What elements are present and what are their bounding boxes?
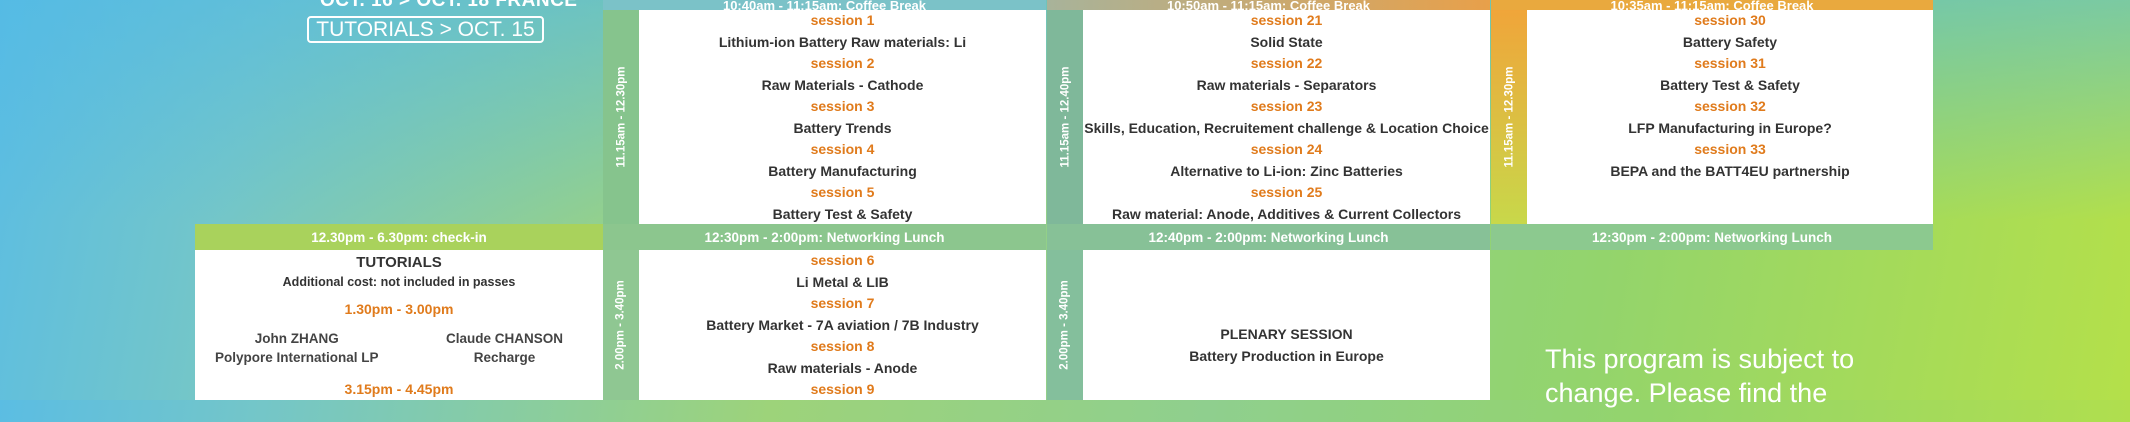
list-item[interactable]: session 6 Li Metal & LIB [796, 252, 889, 290]
tutorials-date-badge: TUTORIALS > OCT. 15 [307, 16, 544, 43]
time-strip-afternoon-2: 2.00pm - 3.40pm [1047, 250, 1083, 400]
session-list-afternoon-1: session 6 Li Metal & LIB session 7 Battery… [639, 250, 1046, 422]
time-strip-2: 11.15am - 12.40pm [1047, 10, 1083, 224]
list-item[interactable]: session 31 Battery Test & Safety [1660, 55, 1800, 93]
plenary-title: PLENARY SESSION [1220, 326, 1353, 342]
speaker-1: John ZHANG Polypore International LP [215, 331, 379, 365]
plenary-session[interactable]: PLENARY SESSION Battery Production in Eu… [1083, 323, 1490, 367]
session-list-1: session 1 Lithium-ion Battery Raw materia… [639, 10, 1046, 225]
time-strip-afternoon-1: 2.00pm - 3.40pm [603, 250, 639, 400]
list-item[interactable]: session 33 BEPA and the BATT4EU partnersh… [1610, 141, 1850, 179]
list-item[interactable]: session 30 Battery Safety [1682, 12, 1778, 50]
lunch-band-1: 12:30pm - 2:00pm: Networking Lunch [603, 224, 1046, 250]
list-item[interactable]: session 1 Lithium-ion Battery Raw materia… [718, 12, 967, 50]
plenary-box [1083, 250, 1490, 400]
coffee-break-bar-3: 10:35am - 11:15am: Coffee Break [1491, 0, 1933, 10]
session-list-2: session 21 Solid State session 22 Raw mate… [1083, 10, 1490, 225]
time-strip-3: 11.15am - 12.30pm [1491, 10, 1527, 224]
list-item[interactable]: session 7 Battery Market - 7A aviation / … [706, 295, 979, 333]
list-item[interactable]: session 4 Battery Manufacturing [768, 141, 917, 179]
speaker-2: Claude CHANSON Recharge [445, 331, 563, 365]
time-strip-1: 11.15am - 12.30pm [603, 10, 639, 224]
lunch-band-3: 12:30pm - 2:00pm: Networking Lunch [1491, 224, 1933, 250]
session-box-afternoon-1 [639, 250, 1046, 400]
list-item[interactable]: session 21 Solid State [1250, 12, 1323, 50]
session-box-1 [639, 10, 1046, 224]
list-item[interactable]: session 9 [810, 381, 875, 397]
list-item[interactable]: session 5 Battery Test & Safety [772, 184, 913, 222]
coffee-break-bar-2: 10:50am - 11:15am: Coffee Break [1047, 0, 1490, 10]
lunch-band-2: 12:40pm - 2:00pm: Networking Lunch [1047, 224, 1490, 250]
tutorial-slot-2: 3.15pm - 4.45pm [344, 381, 454, 397]
session-list-3: session 30 Battery Safety session 31 Batte… [1527, 10, 1933, 182]
tutorials-title: TUTORIALS [356, 254, 442, 271]
event-dates: OCT. 16 > OCT. 18 FRANCE [320, 0, 578, 11]
tutorials-subtitle: Additional cost: not included in passes [282, 275, 516, 289]
checkin-band: 12.30pm - 6.30pm: check-in [195, 224, 603, 250]
plenary-desc: Battery Production in Europe [1189, 348, 1384, 364]
list-item[interactable]: session 8 Raw materials - Anode [767, 338, 918, 376]
list-item[interactable]: session 2 Raw Materials - Cathode [761, 55, 924, 93]
list-item[interactable]: session 24 Alternative to Li-ion: Zinc Ba… [1170, 141, 1403, 179]
coffee-break-bar-1: 10:40am - 11:15am: Coffee Break [603, 0, 1046, 10]
tutorials-box: TUTORIALS Additional cost: not included … [195, 250, 603, 400]
list-item[interactable]: session 22 Raw materials - Separators [1196, 55, 1377, 93]
list-item[interactable]: session 25 Raw material: Anode, Additives… [1111, 184, 1462, 222]
list-item[interactable]: session 23 Skills, Education, Recruitemen… [1084, 98, 1489, 136]
session-box-2 [1083, 10, 1490, 224]
tutorial-slot-1: 1.30pm - 3.00pm [344, 301, 454, 317]
list-item[interactable]: session 3 Battery Trends [793, 98, 892, 136]
list-item[interactable]: session 32 LFP Manufacturing in Europe? [1628, 98, 1832, 136]
session-box-3 [1527, 10, 1933, 224]
